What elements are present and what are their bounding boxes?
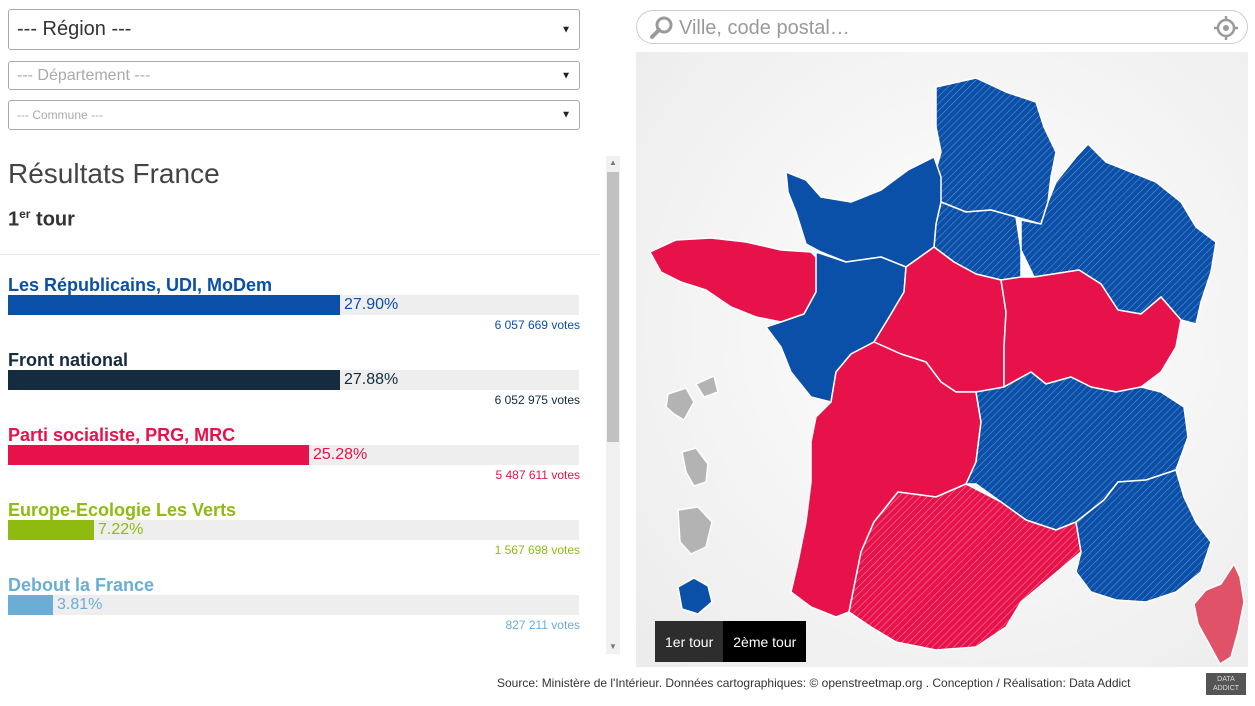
party-result[interactable]: Les Républicains, UDI, MoDem 27.90% 6 05… <box>8 275 580 345</box>
round-number: 1 <box>8 208 20 231</box>
divider <box>0 254 600 255</box>
party-bar-track <box>8 595 579 615</box>
crosshair-icon[interactable] <box>1213 15 1239 41</box>
party-percentage: 27.90% <box>344 296 399 313</box>
round-toggle[interactable]: 1er tour 2ème tour <box>655 621 807 662</box>
round-title: 1er tour <box>8 207 75 232</box>
departement-select[interactable]: --- Département --- ▼ <box>8 61 580 90</box>
party-votes: 827 211 votes <box>505 618 580 632</box>
region-select-value: --- Région --- <box>17 18 132 40</box>
commune-select[interactable]: --- Commune --- ▼ <box>8 100 580 130</box>
round-sup: er <box>19 207 31 221</box>
party-name: Front national <box>8 350 128 370</box>
party-bar-fill <box>8 520 94 540</box>
chevron-down-icon: ▼ <box>561 24 571 35</box>
scroll-up-icon[interactable]: ▲ <box>609 158 617 167</box>
party-bar-fill <box>8 295 340 315</box>
search-input[interactable] <box>677 13 1201 43</box>
party-votes: 1 567 698 votes <box>494 543 580 557</box>
party-name: Europe-Ecologie Les Verts <box>8 500 237 520</box>
results-panel: Résultats France 1er tour Les Républicai… <box>0 155 622 655</box>
commune-select-value: --- Commune --- <box>17 108 103 122</box>
source-credits: Source: Ministère de l'Intérieur. Donnée… <box>497 676 1131 690</box>
logo-line-1: DATA <box>1217 676 1235 683</box>
round-word: tour <box>36 208 75 231</box>
region-corse[interactable] <box>1193 563 1245 665</box>
party-percentage: 25.28% <box>313 446 368 463</box>
party-percentage: 3.81% <box>57 596 103 613</box>
region-reunion[interactable] <box>677 577 713 615</box>
party-name: Parti socialiste, PRG, MRC <box>8 425 236 445</box>
search-icon <box>650 16 673 39</box>
chevron-down-icon: ▼ <box>561 109 571 121</box>
results-title: Résultats France <box>8 158 220 189</box>
party-result[interactable]: Front national 27.88% 6 052 975 votes <box>8 350 580 420</box>
france-regions-map[interactable] <box>636 52 1248 667</box>
next-party-peek <box>8 649 128 655</box>
party-bar-track <box>8 295 579 315</box>
party-votes: 5 487 611 votes <box>495 468 580 482</box>
region-guadeloupe[interactable] <box>665 375 719 421</box>
round-2-button[interactable]: 2ème tour <box>723 621 807 662</box>
region-normandie[interactable] <box>785 156 942 268</box>
scroll-thumb[interactable] <box>607 172 619 442</box>
region-guyane[interactable] <box>677 506 713 555</box>
party-bar-track <box>8 445 579 465</box>
party-percentage: 7.22% <box>98 521 144 538</box>
region-grand-est[interactable] <box>1020 143 1217 325</box>
party-percentage: 27.88% <box>344 371 399 388</box>
party-result[interactable]: Debout la France 3.81% 827 211 votes <box>8 575 580 645</box>
party-votes: 6 052 975 votes <box>494 393 580 407</box>
party-name: Les Républicains, UDI, MoDem <box>8 275 273 295</box>
party-result[interactable]: Parti socialiste, PRG, MRC 25.28% 5 487 … <box>8 425 580 495</box>
party-bar-track <box>8 520 579 540</box>
party-votes: 6 057 669 votes <box>494 318 580 332</box>
round-1-button[interactable]: 1er tour <box>655 621 724 662</box>
region-select[interactable]: --- Région --- ▼ <box>8 9 580 50</box>
departement-select-value: --- Département --- <box>17 66 151 84</box>
party-name: Debout la France <box>8 575 155 595</box>
party-bar-fill <box>8 445 309 465</box>
scroll-down-icon[interactable]: ▼ <box>609 642 617 651</box>
party-bar-fill <box>8 595 53 615</box>
logo-line-2: ADDICT <box>1212 685 1240 692</box>
chevron-down-icon: ▼ <box>561 70 571 81</box>
region-provence-alpes-cote-dazur[interactable] <box>1075 469 1212 603</box>
party-bar-fill <box>8 370 340 390</box>
party-bar-track <box>8 370 579 390</box>
results-scrollbar[interactable]: ▲ ▼ <box>606 156 620 654</box>
data-addict-logo[interactable]: DATA ADDICT <box>1206 673 1246 695</box>
search-box[interactable] <box>636 10 1248 44</box>
party-result[interactable]: Europe-Ecologie Les Verts 7.22% 1 567 69… <box>8 500 580 570</box>
region-martinique[interactable] <box>681 447 709 487</box>
